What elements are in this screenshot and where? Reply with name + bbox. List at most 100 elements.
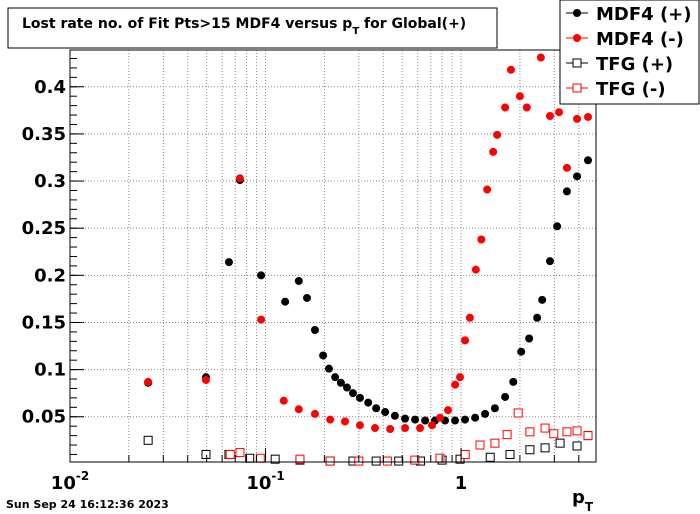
y-tick-label: 0.35	[22, 124, 66, 145]
point	[310, 409, 319, 418]
point	[201, 449, 211, 459]
point	[235, 448, 245, 458]
point	[294, 405, 303, 414]
point	[562, 187, 571, 196]
point	[372, 404, 381, 413]
title-box	[7, 7, 498, 49]
y-tick-label: 0.25	[22, 218, 66, 239]
point	[324, 364, 333, 373]
point	[326, 415, 335, 424]
point	[465, 313, 474, 322]
point	[310, 326, 319, 335]
point	[336, 378, 345, 387]
point	[536, 53, 545, 62]
point	[386, 425, 395, 434]
point	[411, 415, 420, 424]
point	[143, 435, 153, 445]
point	[513, 408, 523, 418]
point	[522, 103, 531, 112]
legend-label: MDF4 (-)	[596, 29, 684, 50]
point	[295, 454, 305, 464]
point	[331, 373, 340, 382]
point	[540, 423, 550, 433]
point	[584, 112, 593, 121]
point	[435, 453, 445, 463]
x-tick-exponent: -2	[76, 469, 89, 483]
grid	[69, 50, 596, 462]
point	[371, 424, 380, 433]
point	[355, 421, 364, 430]
point	[540, 443, 550, 453]
point	[381, 408, 390, 417]
legend-label: TFG (+)	[596, 54, 673, 75]
point	[477, 235, 486, 244]
point	[584, 156, 593, 165]
point	[471, 413, 480, 422]
point	[270, 454, 280, 464]
point	[533, 313, 542, 322]
point	[525, 445, 535, 455]
point	[341, 417, 350, 426]
legend-marker	[573, 9, 581, 17]
point	[493, 130, 502, 139]
point	[401, 414, 410, 423]
point	[506, 65, 515, 74]
chart-title: Lost rate no. of Fit Pts>15 MDF4 versus …	[22, 16, 466, 37]
point	[416, 424, 425, 433]
point	[451, 380, 460, 389]
y-tick-label: 0.1	[34, 360, 66, 381]
point	[555, 438, 565, 448]
point	[460, 449, 470, 459]
point	[382, 456, 392, 466]
point	[505, 449, 515, 459]
point	[257, 315, 266, 324]
point	[225, 449, 235, 459]
legend-label: TFG (-)	[596, 79, 666, 100]
legend-marker	[573, 34, 581, 42]
point	[390, 411, 399, 420]
y-tick-label: 0.3	[34, 171, 66, 192]
point	[364, 398, 373, 407]
point	[421, 416, 430, 425]
point	[481, 409, 490, 418]
point	[583, 431, 593, 441]
point	[501, 392, 510, 401]
point	[319, 351, 328, 360]
point	[483, 185, 492, 194]
point	[144, 377, 153, 386]
point	[394, 456, 404, 466]
x-axis-label: pT	[572, 487, 594, 514]
point	[461, 415, 470, 424]
x-tick-label: 10-2	[51, 469, 89, 494]
marks	[143, 53, 593, 466]
point	[428, 421, 437, 430]
point	[348, 389, 357, 398]
timestamp: Sun Sep 24 16:12:36 2023	[6, 498, 169, 511]
point	[325, 456, 335, 466]
point	[235, 174, 244, 183]
legend: MDF4 (+) MDF4 (-) TFG (+) TFG (-)	[559, 0, 700, 105]
point	[294, 276, 303, 285]
point	[342, 383, 351, 392]
point	[255, 453, 265, 463]
point	[355, 393, 364, 402]
point	[555, 108, 564, 117]
point	[489, 147, 498, 156]
x-tick-base: 10	[246, 473, 271, 494]
point	[371, 456, 381, 466]
y-tick-label: 0.4	[34, 77, 66, 98]
point	[502, 430, 512, 440]
point	[475, 440, 485, 450]
x-tick-exponent: -1	[271, 469, 284, 483]
x-tick-label: 10-1	[246, 469, 284, 494]
x-tick-base: 10	[51, 473, 76, 494]
point	[525, 427, 535, 437]
point	[455, 454, 465, 464]
legend-box	[559, 0, 700, 105]
point	[436, 413, 445, 422]
point	[562, 163, 571, 172]
axes: 10-2 10-1 10.050.10.150.20.250.30.350.4	[22, 57, 580, 494]
point	[562, 427, 572, 437]
point	[401, 424, 410, 433]
point	[224, 258, 233, 267]
